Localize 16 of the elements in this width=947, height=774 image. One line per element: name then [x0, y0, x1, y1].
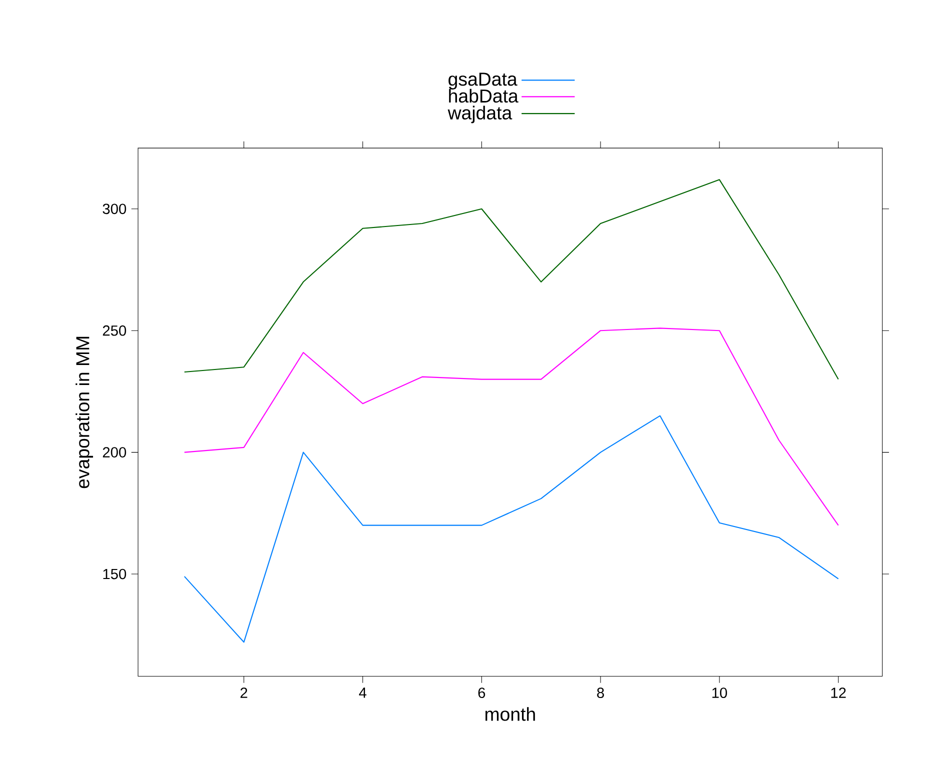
legend-label: habData	[449, 88, 518, 103]
x-axis-title: month	[485, 707, 535, 721]
y-tick-label: 200	[102, 446, 126, 458]
y-tick-label: 150	[103, 568, 126, 580]
y-tick-label: 250	[102, 325, 126, 336]
x-tick-label: 6	[478, 688, 486, 698]
y-axis-title: evaporation in MM	[76, 336, 94, 488]
legend-label: wajdata	[448, 106, 512, 124]
x-tick-label: 8	[597, 688, 604, 698]
x-tick-label: 2	[240, 688, 248, 698]
line-series	[184, 328, 839, 526]
x-tick-label: 10	[712, 688, 728, 698]
legend-label: gsaData	[448, 72, 518, 90]
y-tick-label: 300	[102, 204, 126, 214]
x-tick-label: 4	[359, 688, 366, 698]
x-tick-label: 12	[831, 688, 846, 698]
